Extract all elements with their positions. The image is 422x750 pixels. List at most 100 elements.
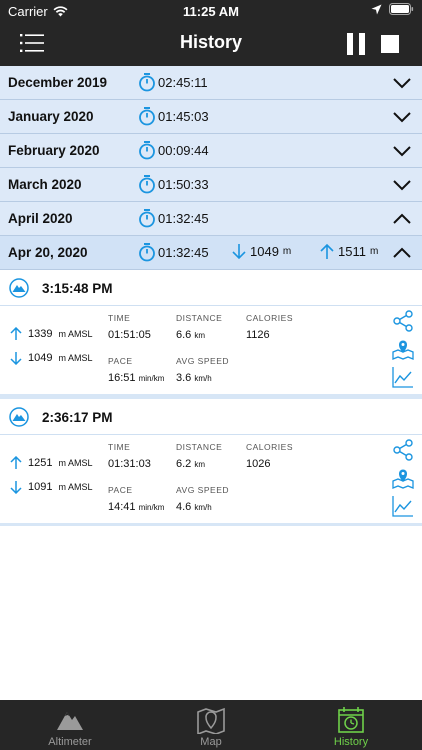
month-row-april-2020[interactable]: April 2020 01:32:45 (0, 202, 422, 236)
month-row-february-2020[interactable]: February 2020 00:09:44 (0, 134, 422, 168)
map-pin-icon[interactable] (392, 338, 414, 360)
distance-value: 6.6 km (176, 329, 206, 341)
min-altitude: 1049 m AMSL (10, 351, 93, 365)
max-altitude-value: 1251 (28, 457, 53, 469)
stopwatch-icon (139, 243, 155, 262)
avg-speed-value: 4.6 km/h (176, 501, 212, 513)
mountain-icon (57, 712, 83, 730)
pace-stat: PACE 16:51 min/km (108, 356, 164, 384)
altitude-unit: m AMSL (58, 353, 93, 363)
chevron-up-icon[interactable] (392, 211, 412, 227)
tab-map[interactable]: Map (141, 700, 281, 750)
arrow-down-icon (10, 352, 22, 365)
month-duration: 01:50:33 (138, 175, 209, 194)
wifi-icon (53, 6, 68, 17)
clock: 11:25 AM (183, 4, 239, 19)
month-label: February 2020 (8, 143, 100, 158)
duration-value: 00:09:44 (158, 143, 209, 158)
status-indicators (371, 3, 414, 15)
chevron-down-icon[interactable] (392, 75, 412, 91)
activity-start-time: 3:15:48 PM (42, 281, 113, 296)
altitude-unit: m AMSL (58, 329, 93, 339)
stopwatch-icon (139, 73, 155, 92)
activity-card[interactable]: 3:15:48 PM 1339 m AMSL 1049 m AMSL TIME 01… (0, 270, 422, 393)
ascent-value: 1511 (338, 244, 366, 259)
arrow-down-icon (10, 481, 22, 494)
tab-bar: Altimeter Map History (0, 700, 422, 750)
duration-value: 01:45:03 (158, 109, 209, 124)
tab-label: Altimeter (48, 736, 92, 748)
activity-card[interactable]: 2:36:17 PM 1251 m AMSL 1091 m AMSL TIME 01… (0, 399, 422, 522)
stopwatch-icon (139, 141, 155, 160)
min-altitude-value: 1091 (28, 481, 53, 493)
duration-value: 02:45:11 (158, 75, 208, 90)
chevron-down-icon[interactable] (392, 177, 412, 193)
day-descent: 1049 m (232, 243, 291, 260)
avg-speed-stat: AVG SPEED 4.6 km/h (176, 485, 229, 513)
activity-header: 3:15:48 PM (0, 270, 422, 306)
card-separator (0, 523, 422, 526)
arrow-down-icon (232, 244, 246, 260)
calories-stat: CALORIES 1026 (246, 442, 293, 470)
calories-stat: CALORIES 1126 (246, 313, 293, 341)
pace-stat: PACE 14:41 min/km (108, 485, 164, 513)
time-label: TIME (108, 313, 131, 323)
month-duration: 02:45:11 (138, 73, 208, 92)
navigation-bar: History (0, 24, 422, 66)
distance-label: DISTANCE (176, 313, 223, 323)
pace-label: PACE (108, 485, 133, 495)
activity-start-time: 2:36:17 PM (42, 410, 113, 425)
stopwatch-icon (139, 107, 155, 126)
month-row-january-2020[interactable]: January 2020 01:45:03 (0, 100, 422, 134)
month-label: March 2020 (8, 177, 82, 192)
chart-icon[interactable] (392, 366, 414, 388)
max-altitude-value: 1339 (28, 328, 53, 340)
stop-button[interactable] (381, 35, 399, 53)
distance-stat: DISTANCE 6.6 km (176, 313, 222, 341)
share-icon[interactable] (392, 439, 414, 461)
chevron-up-icon[interactable] (392, 245, 412, 261)
duration-value: 01:32:45 (158, 211, 209, 226)
time-stat: TIME 01:31:03 (108, 442, 151, 470)
card-separator (0, 394, 422, 399)
max-altitude: 1339 m AMSL (10, 327, 93, 341)
tab-history[interactable]: History (281, 700, 421, 750)
chevron-down-icon[interactable] (392, 109, 412, 125)
avg-speed-stat: AVG SPEED 3.6 km/h (176, 356, 229, 384)
day-ascent: 1511 m (320, 243, 378, 260)
distance-value: 6.2 km (176, 458, 206, 470)
max-altitude: 1251 m AMSL (10, 456, 93, 470)
mountain-badge-icon (9, 278, 29, 298)
distance-stat: DISTANCE 6.2 km (176, 442, 222, 470)
calories-value: 1026 (246, 458, 271, 470)
activity-stats: 1339 m AMSL 1049 m AMSL TIME 01:51:05 DIST… (0, 307, 422, 393)
month-row-march-2020[interactable]: March 2020 01:50:33 (0, 168, 422, 202)
descent-unit: m (282, 246, 292, 257)
pace-value: 16:51 min/km (108, 372, 165, 384)
day-label: Apr 20, 2020 (8, 245, 88, 260)
map-icon (197, 707, 225, 734)
map-pin-icon[interactable] (392, 467, 414, 489)
pace-value: 14:41 min/km (108, 501, 165, 513)
month-row-december-2019[interactable]: December 2019 02:45:11 (0, 66, 422, 100)
carrier-label: Carrier (8, 4, 48, 19)
share-icon[interactable] (392, 310, 414, 332)
menu-icon[interactable] (20, 33, 44, 53)
descent-value: 1049 (250, 244, 279, 259)
altitude-unit: m AMSL (58, 482, 93, 492)
time-value: 01:51:05 (108, 329, 151, 341)
month-label: April 2020 (8, 211, 73, 226)
stopwatch-icon (139, 175, 155, 194)
distance-label: DISTANCE (176, 442, 223, 452)
pace-label: PACE (108, 356, 133, 366)
min-altitude-value: 1049 (28, 352, 53, 364)
day-row-apr-20-2020[interactable]: Apr 20, 2020 01:32:45 1049 m 1511 m (0, 236, 422, 270)
tab-altimeter[interactable]: Altimeter (0, 700, 140, 750)
chart-icon[interactable] (392, 495, 414, 517)
pause-button[interactable] (345, 33, 367, 55)
status-bar: Carrier 11:25 AM (0, 0, 422, 24)
min-altitude: 1091 m AMSL (10, 480, 93, 494)
activity-stats: 1251 m AMSL 1091 m AMSL TIME 01:31:03 DIST… (0, 436, 422, 522)
chevron-down-icon[interactable] (392, 143, 412, 159)
calories-label: CALORIES (246, 313, 293, 323)
